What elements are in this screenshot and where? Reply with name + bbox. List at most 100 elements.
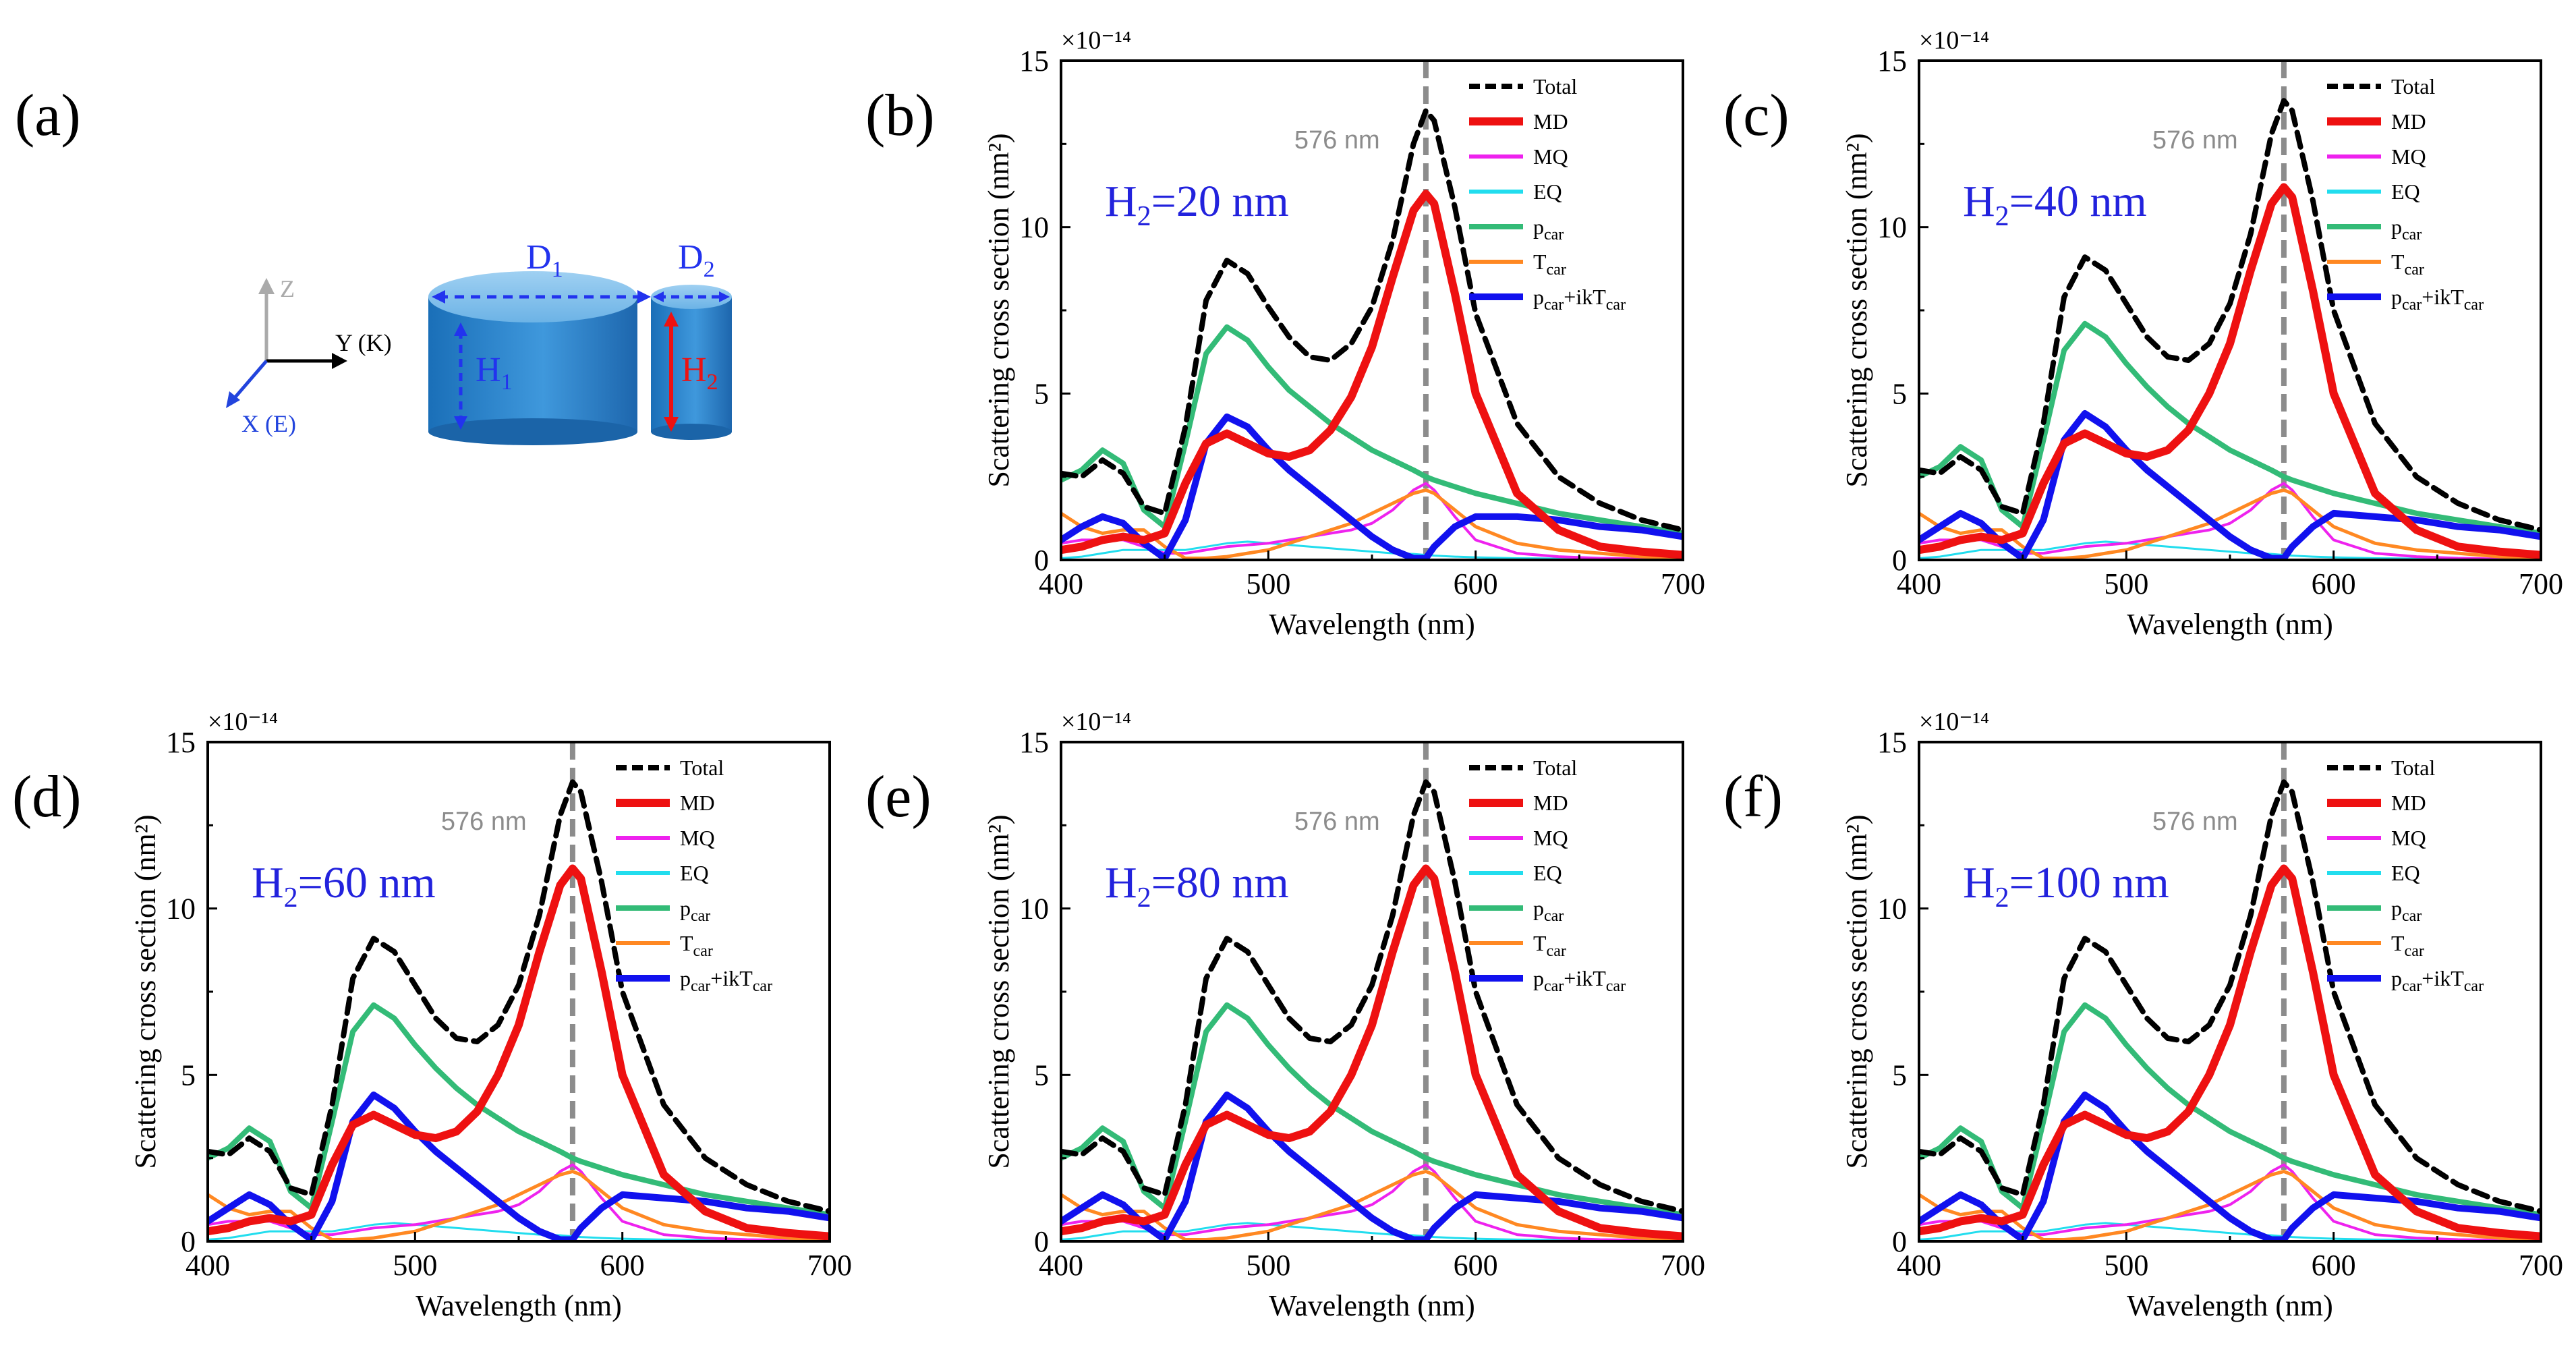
x-axis-label: Wavelength (nm) (2127, 608, 2333, 641)
legend-label-main: T (2391, 931, 2405, 955)
h2-annotation: H2=40 nm (1963, 177, 2147, 232)
y-axis-label: Scattering cross section (nm²) (1840, 133, 1873, 487)
marker-label: 576 nm (441, 808, 527, 836)
y-tick-label: 10 (1019, 211, 1049, 244)
legend-label-main: T (1533, 931, 1547, 955)
series-lines (208, 779, 830, 1241)
y-tick-label: 10 (1877, 211, 1907, 244)
legend-label: pcar (2391, 896, 2422, 925)
h2-annotation-sub: 2 (1995, 201, 2009, 232)
d1-arrowhead-left (432, 290, 445, 304)
legend-label-sub2: car (2464, 296, 2484, 314)
legend-label: pcar (1533, 215, 1564, 244)
series-lines (1061, 108, 1683, 560)
series-line-md (1919, 864, 2541, 1241)
legend-label: MD (680, 791, 715, 815)
series-line-pikt (208, 1091, 830, 1241)
y-tick-label: 15 (1877, 45, 1907, 78)
legend-item-mq: MQ (1469, 144, 1568, 169)
legend-label-main: MD (2391, 109, 2426, 134)
legend-label-main: MQ (2391, 144, 2426, 169)
legend-label: pcar+ikTcar (1533, 966, 1626, 995)
x-axis-label: X (E) (241, 410, 296, 437)
legend-label: Tcar (2391, 931, 2424, 960)
legend-label: EQ (1533, 179, 1562, 204)
legend-item-pikt: pcar+ikTcar (1469, 285, 1626, 314)
large-cylinder-top (428, 271, 637, 322)
h2-annotation-sub: 2 (1995, 882, 2009, 913)
h2-annotation-value: =60 nm (298, 858, 436, 907)
y-tick-label: 5 (1034, 1058, 1049, 1092)
legend-item-eq: EQ (1469, 179, 1562, 204)
legend-label-main: T (1533, 250, 1547, 274)
panel-letter: (f) (1723, 764, 1783, 830)
legend-item-tcar: Tcar (616, 931, 713, 960)
y-tick-label: 15 (1877, 726, 1907, 759)
legend-item-total: Total (1469, 756, 1577, 780)
x-tick-label: 600 (2312, 1249, 2356, 1282)
legend-label-sub: car (1544, 226, 1564, 244)
x-tick-label: 600 (1454, 567, 1498, 600)
x-axis-label: Wavelength (nm) (416, 1289, 622, 1322)
panel-letter: (b) (865, 83, 935, 148)
legend-label-mid: +ikT (1564, 285, 1606, 309)
legend-label-sub2: car (1606, 978, 1626, 995)
h2-annotation-main: H (252, 858, 284, 907)
h2-annotation-main: H (1105, 177, 1137, 226)
y-tick-label: 0 (1034, 544, 1049, 577)
legend-label-main: MQ (680, 826, 715, 850)
h2-annotation: H2=20 nm (1105, 177, 1289, 232)
coordinate-axes: Z Y (K) X (E) (226, 275, 392, 437)
y-axis-label: Scattering cross section (nm²) (129, 814, 162, 1168)
series-line-total (208, 779, 830, 1214)
legend-label: pcar (1533, 896, 1564, 925)
legend-label: pcar+ikTcar (2391, 285, 2484, 314)
legend-label-main: p (2391, 285, 2402, 309)
h1-arrowhead-top (454, 322, 467, 336)
h2-annotation: H2=80 nm (1105, 858, 1289, 913)
legend-label-mid: +ikT (2422, 285, 2464, 309)
h2-annotation-main: H (1963, 177, 1995, 226)
legend-label-sub: car (2402, 296, 2422, 314)
h2-arrowhead-top (664, 312, 679, 327)
h2-annotation-sub: 2 (1137, 882, 1151, 913)
legend-label-sub: car (1544, 978, 1564, 995)
y-tick-label: 10 (166, 893, 196, 926)
legend-label-main: Total (2391, 756, 2435, 780)
y-axis-label: Scattering cross section (nm²) (1840, 814, 1873, 1168)
legend-label: EQ (2391, 861, 2420, 885)
legend-item-md: MD (1469, 791, 1568, 815)
legend-label: pcar+ikTcar (2391, 966, 2484, 995)
legend-label-mid: +ikT (2422, 966, 2464, 990)
legend-label-sub: car (2402, 978, 2422, 995)
x-tick-label: 700 (2519, 567, 2563, 600)
legend-label-main: p (1533, 285, 1544, 309)
legend-item-pcar: pcar (616, 896, 710, 925)
legend-label-main: T (2391, 250, 2405, 274)
legend-label: Tcar (2391, 250, 2424, 279)
legend-label-main: p (1533, 215, 1544, 239)
h2-annotation: H2=60 nm (252, 858, 436, 913)
legend-label-sub: car (2405, 942, 2424, 960)
legend-label: Tcar (1533, 250, 1566, 279)
legend-label-sub: car (693, 942, 713, 960)
x-tick-label: 400 (1039, 1249, 1083, 1282)
x-axis-label: Wavelength (nm) (2127, 1289, 2333, 1322)
small-cylinder-bottom (651, 424, 732, 440)
marker-label: 576 nm (1294, 808, 1380, 836)
legend-item-pcar: pcar (1469, 215, 1564, 244)
legend-label: pcar (680, 896, 710, 925)
series-lines (1919, 98, 2541, 560)
x-axis-arrow (231, 360, 268, 401)
legend-item-total: Total (1469, 74, 1577, 98)
y-tick-label: 15 (166, 726, 196, 759)
legend-label-main: Total (1533, 756, 1577, 780)
legend-label: MQ (2391, 144, 2426, 169)
nanostructure-illustration: D1 D2 H1 H2 (428, 238, 732, 445)
legend-label-main: MQ (2391, 826, 2426, 850)
x-tick-label: 500 (393, 1249, 437, 1282)
series-lines (1919, 779, 2541, 1241)
x-tick-label: 400 (185, 1249, 230, 1282)
